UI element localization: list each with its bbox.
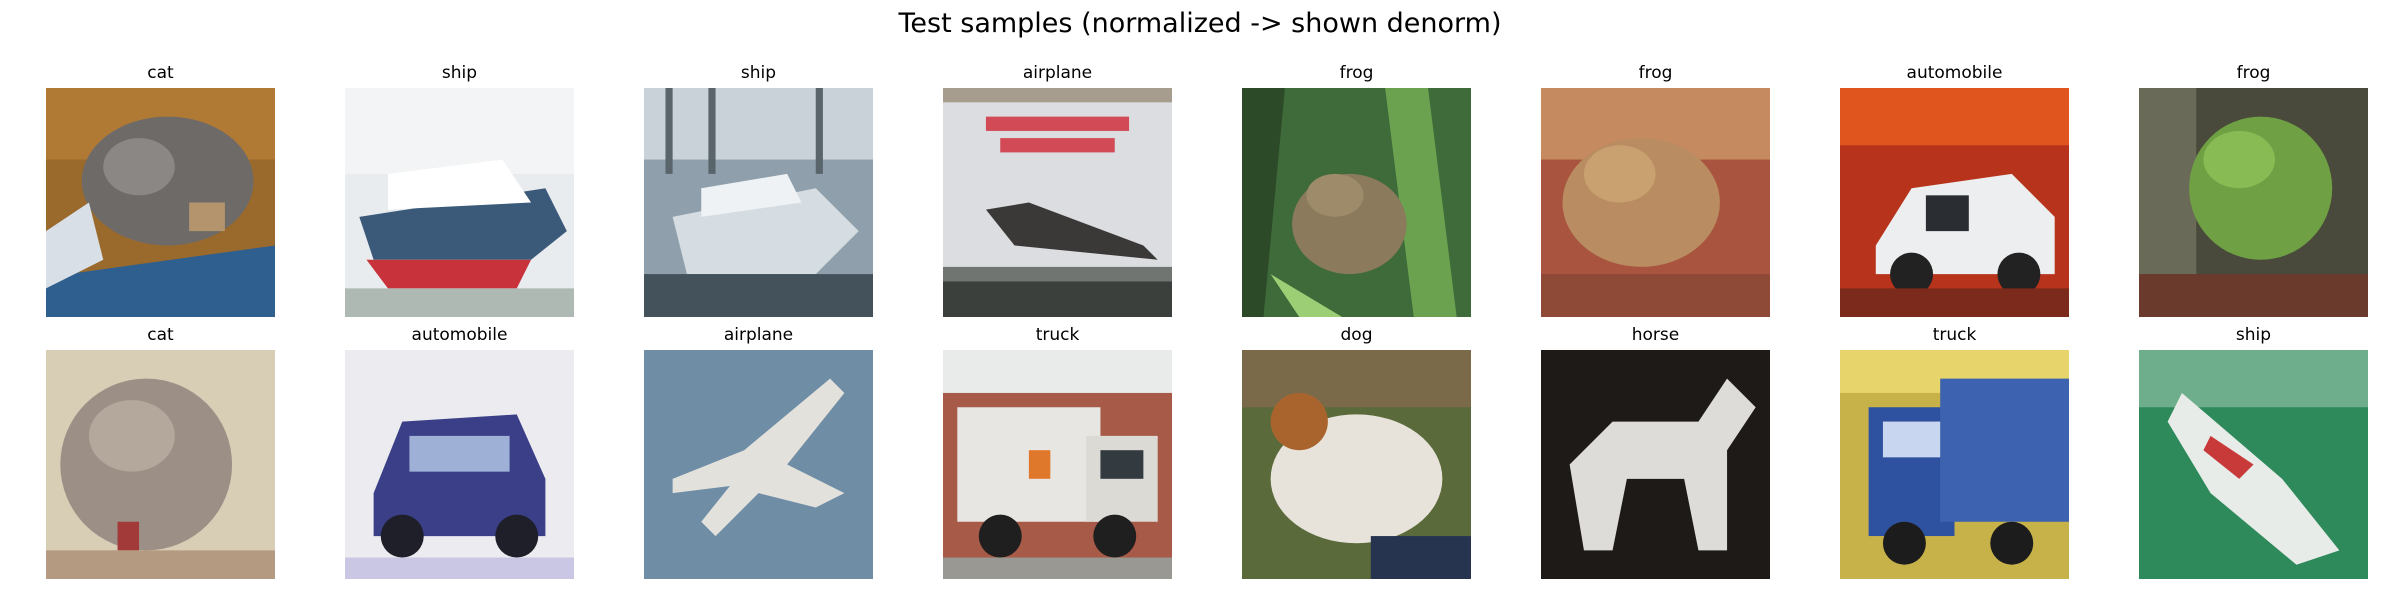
- sample-label: ship: [2235, 325, 2272, 345]
- sample-label: automobile: [411, 325, 508, 345]
- sample-cell: ship: [2139, 320, 2368, 582]
- sample-label: truck: [1932, 325, 1977, 345]
- sample-cell: frog: [1541, 58, 1770, 320]
- sample-image: [2139, 350, 2368, 579]
- sample-image: [46, 88, 275, 317]
- sample-label: horse: [1631, 325, 1680, 345]
- sample-label: ship: [740, 63, 777, 83]
- sample-image: [1541, 350, 1770, 579]
- sample-label: dog: [1340, 325, 1373, 345]
- sample-cell: cat: [46, 320, 275, 582]
- sample-cell: automobile: [345, 320, 574, 582]
- sample-image: [345, 350, 574, 579]
- sample-cell: truck: [943, 320, 1172, 582]
- sample-cell: ship: [345, 58, 574, 320]
- sample-cell: truck: [1840, 320, 2069, 582]
- sample-cell: airplane: [644, 320, 873, 582]
- sample-cell: automobile: [1840, 58, 2069, 320]
- sample-label: automobile: [1906, 63, 2003, 83]
- sample-image: [644, 88, 873, 317]
- sample-label: frog: [1638, 63, 1673, 83]
- sample-cell: frog: [1242, 58, 1471, 320]
- sample-image: [1242, 350, 1471, 579]
- sample-cell: dog: [1242, 320, 1471, 582]
- sample-label: airplane: [1022, 63, 1093, 83]
- sample-image: [1840, 350, 2069, 579]
- sample-label: ship: [441, 63, 478, 83]
- sample-label: frog: [1339, 63, 1374, 83]
- sample-image: [345, 88, 574, 317]
- figure-title: Test samples (normalized -> shown denorm…: [898, 8, 1502, 39]
- sample-image: [1541, 88, 1770, 317]
- sample-label: airplane: [723, 325, 794, 345]
- sample-image: [1840, 88, 2069, 317]
- sample-cell: cat: [46, 58, 275, 320]
- sample-image: [2139, 88, 2368, 317]
- sample-label: truck: [1035, 325, 1080, 345]
- sample-grid: cat ship ship: [46, 58, 2368, 582]
- sample-cell: frog: [2139, 58, 2368, 320]
- sample-label: cat: [147, 63, 174, 83]
- sample-image: [46, 350, 275, 579]
- sample-cell: airplane: [943, 58, 1172, 320]
- sample-cell: horse: [1541, 320, 1770, 582]
- sample-cell: ship: [644, 58, 873, 320]
- sample-label: cat: [147, 325, 174, 345]
- sample-image: [943, 88, 1172, 317]
- sample-image: [644, 350, 873, 579]
- sample-label: frog: [2236, 63, 2271, 83]
- sample-image: [943, 350, 1172, 579]
- sample-image: [1242, 88, 1471, 317]
